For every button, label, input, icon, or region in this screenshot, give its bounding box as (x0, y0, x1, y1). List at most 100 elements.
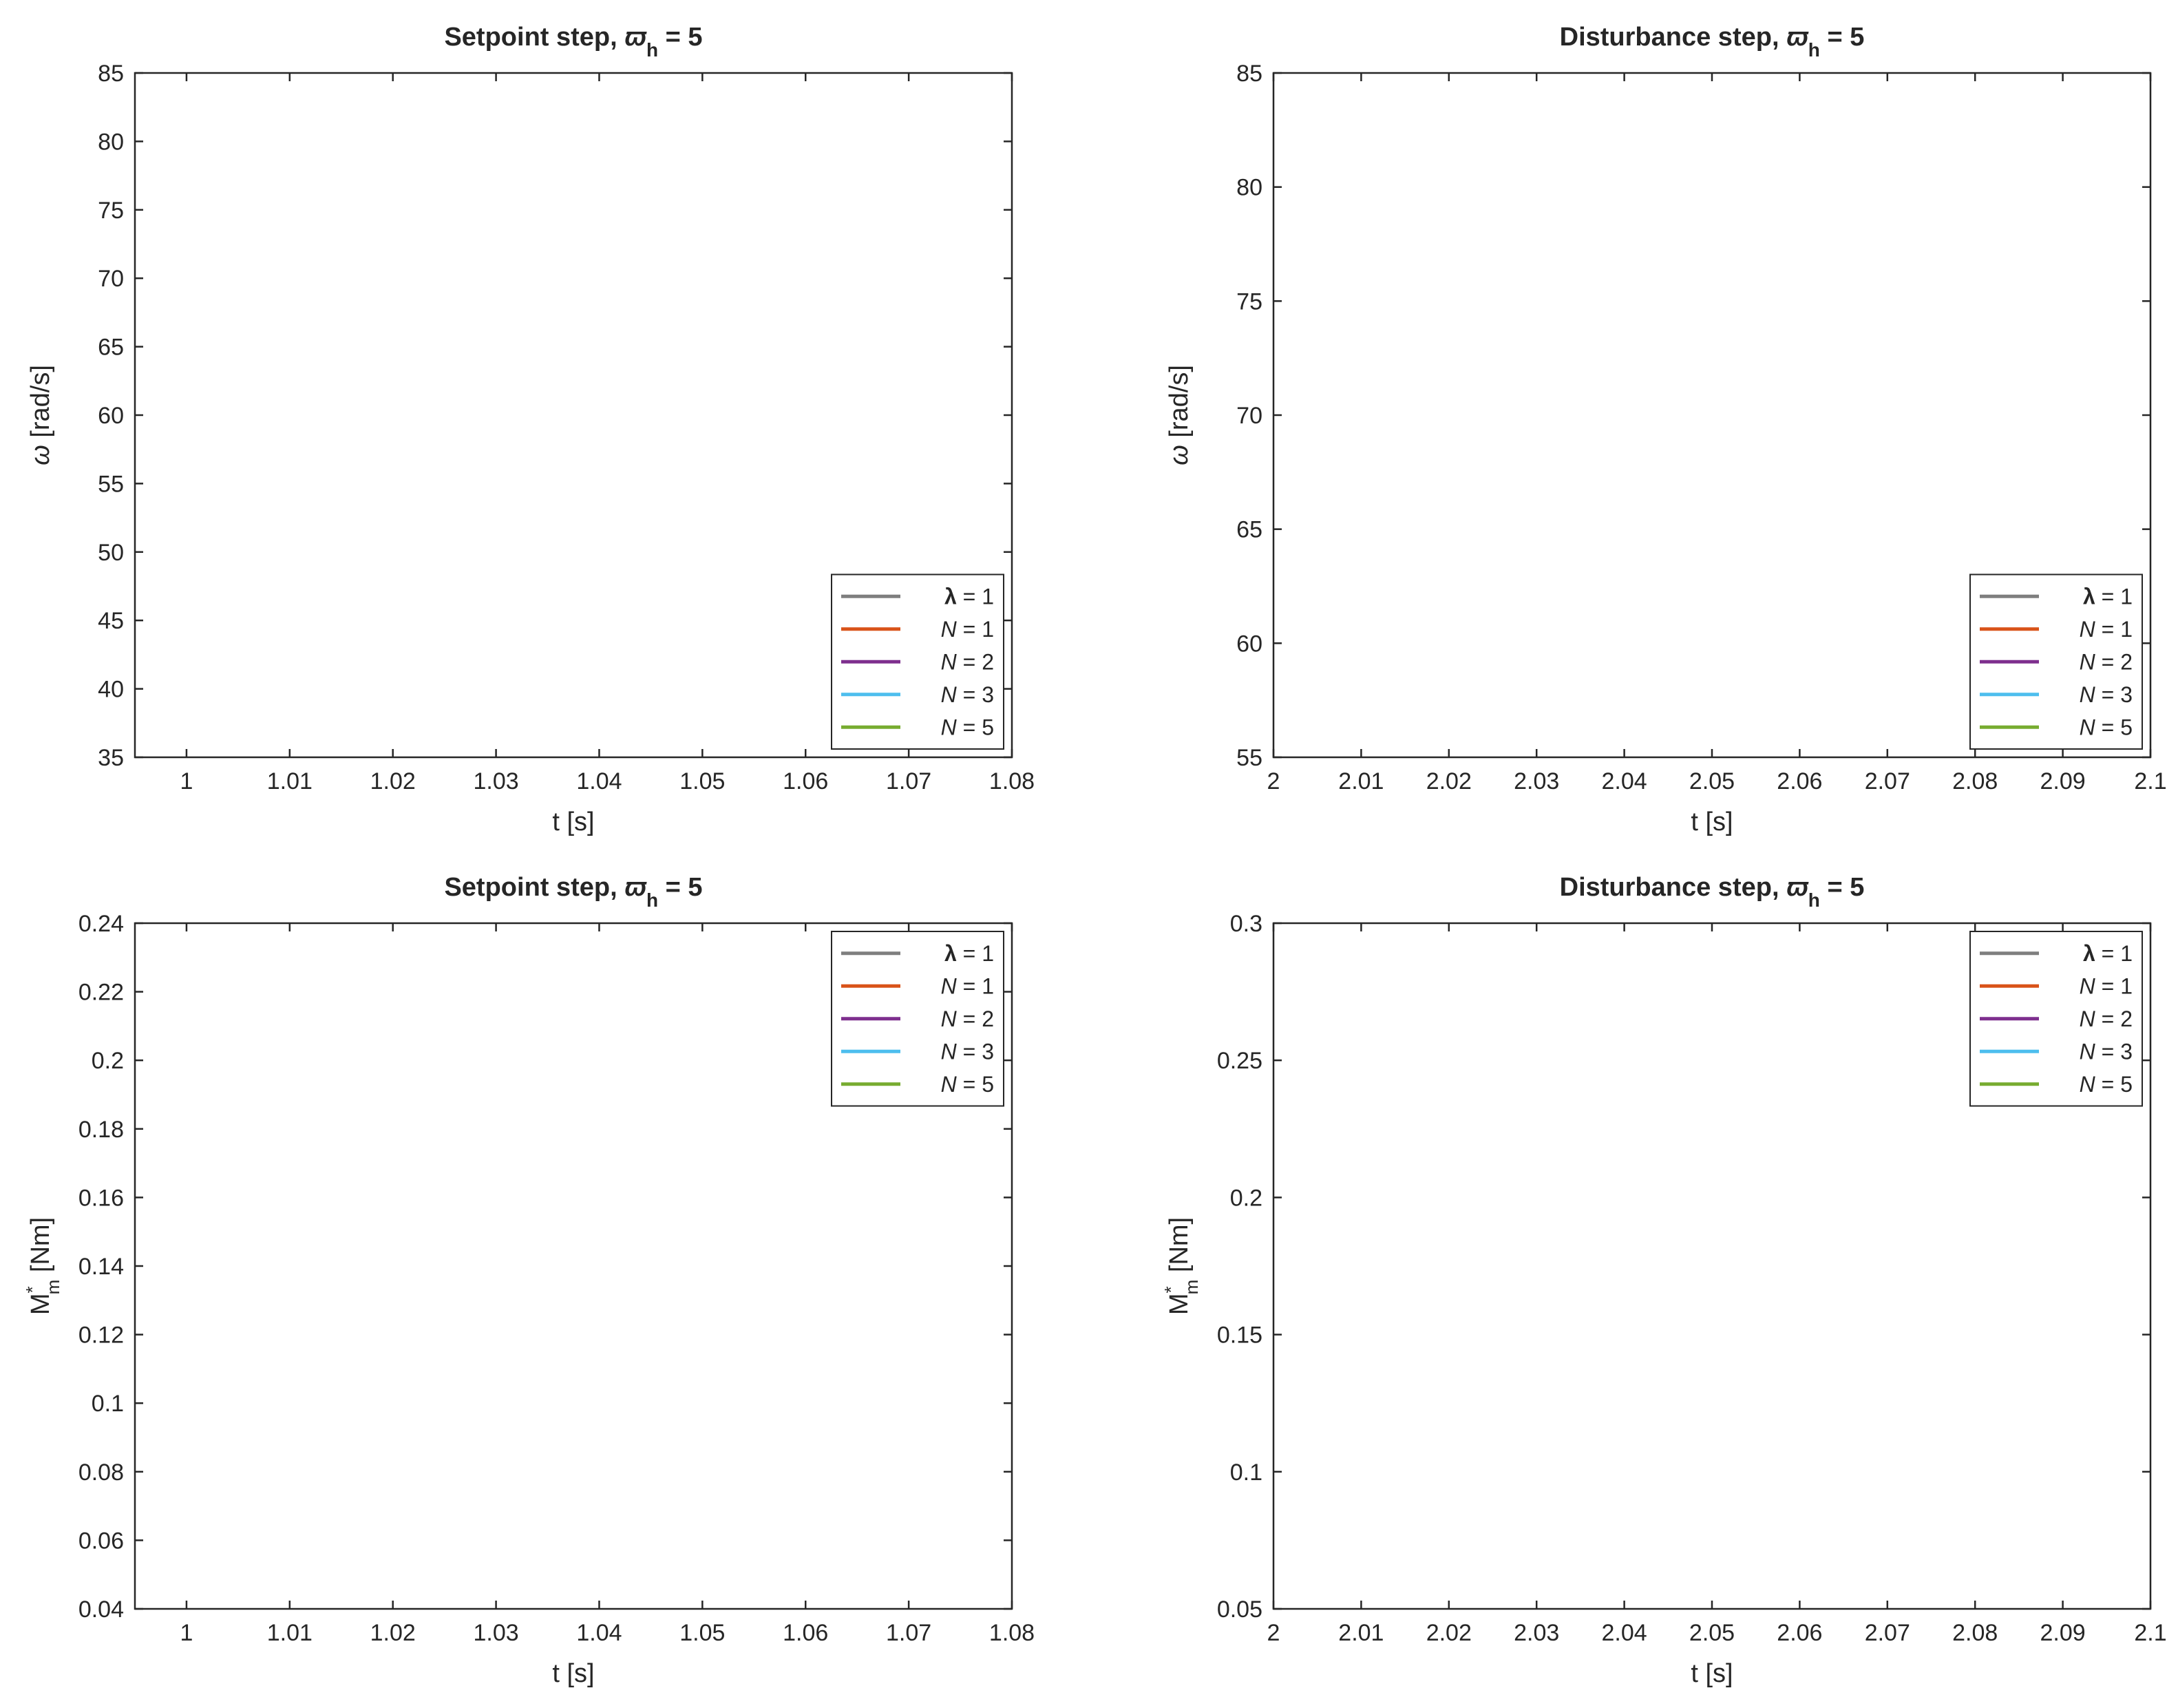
x-tick-label: 1.03 (473, 768, 518, 794)
y-tick-label: 0.2 (92, 1048, 124, 1074)
legend-label: N = 1 (2080, 617, 2133, 642)
chart-title: Disturbance step, ϖh = 5 (1560, 873, 1865, 911)
x-tick-label: 2.05 (1689, 1620, 1735, 1646)
y-tick-label: 50 (98, 540, 124, 566)
legend-label: N = 5 (941, 1072, 994, 1097)
legend: λ = 1 N = 1 N = 2 N = 3 N = 5 (831, 931, 1004, 1107)
y-tick-label: 60 (1236, 631, 1262, 657)
x-axis-label: t [s] (552, 808, 594, 836)
y-tick-label: 0.08 (78, 1459, 124, 1486)
legend-label: N = 2 (941, 1006, 994, 1031)
legend-label: N = 2 (2080, 649, 2133, 674)
legend-label: N = 2 (941, 649, 994, 674)
x-tick-label: 1.08 (989, 1620, 1035, 1646)
y-tick-label: 0.1 (1230, 1459, 1262, 1486)
y-axis-label: ω [rad/s] (1165, 365, 1194, 465)
legend: λ = 1 N = 1 N = 2 N = 3 N = 5 (1969, 573, 2143, 750)
legend-label: N = 3 (2080, 682, 2133, 707)
legend-label: N = 1 (941, 617, 994, 642)
panel-top-left: 1 1.01 1.02 1.03 1.04 1.05 1.06 1.07 1.08 35 40 45 5… (26, 23, 1035, 836)
y-tick-label: 60 (98, 403, 124, 429)
y-tick-label: 65 (98, 335, 124, 361)
x-tick-label: 1.01 (267, 768, 313, 794)
x-tick-label: 1.07 (886, 1620, 931, 1646)
legend: λ = 1 N = 1 N = 2 N = 3 N = 5 (831, 573, 1004, 750)
legend-label: N = 3 (2080, 1039, 2133, 1064)
y-axis-label: M*m [Nm] (1161, 1217, 1202, 1315)
x-tick-label: 2.07 (1865, 1620, 1910, 1646)
legend-label: λ = 1 (944, 941, 994, 966)
x-tick-label: 2.04 (1602, 768, 1647, 794)
y-axis-label: M*m [Nm] (22, 1217, 63, 1315)
y-tick-label: 0.15 (1217, 1322, 1262, 1349)
legend-label: N = 3 (941, 682, 994, 707)
legend-label: N = 5 (941, 715, 994, 739)
y-tick-label: 40 (98, 677, 124, 703)
x-tick-label: 2.01 (1338, 1620, 1384, 1646)
panel-bottom-right: 2 2.01 2.02 2.03 2.04 2.05 2.06 2.07 2.08 2.09 2.1… (1161, 873, 2167, 1688)
x-tick-label: 1.04 (576, 1620, 622, 1646)
x-axis-label: t [s] (1691, 1659, 1733, 1688)
y-tick-label: 35 (98, 745, 124, 771)
y-tick-label: 55 (1236, 745, 1262, 771)
y-tick-label: 65 (1236, 517, 1262, 543)
x-tick-label: 1.02 (370, 768, 416, 794)
x-tick-label: 2.09 (2040, 768, 2086, 794)
legend: λ = 1 N = 1 N = 2 N = 3 N = 5 (1969, 931, 2143, 1107)
x-tick-label: 1.03 (473, 1620, 518, 1646)
x-tick-label: 2.08 (1952, 768, 1998, 794)
y-tick-label: 85 (98, 61, 124, 87)
y-tick-label: 0.25 (1217, 1048, 1262, 1074)
y-tick-label: 75 (1236, 288, 1262, 315)
y-tick-label: 0.3 (1230, 911, 1262, 937)
x-tick-label: 2.05 (1689, 768, 1735, 794)
panel-top-right: 2 2.01 2.02 2.03 2.04 2.05 2.06 2.07 2.08 2.09 2.1… (1165, 23, 2167, 836)
x-tick-label: 2.02 (1426, 768, 1472, 794)
y-tick-label: 80 (98, 129, 124, 155)
y-axis-label: ω [rad/s] (26, 365, 55, 465)
x-tick-label: 1.01 (267, 1620, 313, 1646)
y-tick-label: 70 (98, 266, 124, 292)
y-tick-label: 0.16 (78, 1185, 124, 1211)
y-tick-label: 0.22 (78, 980, 124, 1006)
y-tick-label: 0.05 (1217, 1596, 1262, 1623)
x-tick-label: 2.04 (1602, 1620, 1647, 1646)
x-tick-label: 1.06 (783, 768, 828, 794)
y-tick-label: 0.06 (78, 1528, 124, 1554)
chart-title: Setpoint step, ϖh = 5 (444, 23, 702, 61)
x-tick-label: 2.1 (2134, 768, 2166, 794)
x-tick-label: 1.08 (989, 768, 1035, 794)
x-tick-label: 1 (180, 768, 193, 794)
x-tick-label: 2.03 (1514, 1620, 1559, 1646)
x-axis-label: t [s] (552, 1659, 594, 1688)
x-tick-label: 2 (1267, 768, 1280, 794)
x-tick-label: 2.06 (1777, 768, 1822, 794)
y-tick-label: 45 (98, 608, 124, 634)
legend-label: λ = 1 (2083, 584, 2133, 609)
y-tick-label: 70 (1236, 403, 1262, 429)
y-tick-label: 0.2 (1230, 1185, 1262, 1211)
x-tick-label: 1.04 (576, 768, 622, 794)
x-tick-label: 1.05 (679, 1620, 725, 1646)
x-tick-label: 2.08 (1952, 1620, 1998, 1646)
x-tick-label: 2.07 (1865, 768, 1910, 794)
legend-label: N = 5 (2080, 715, 2133, 739)
x-axis-label: t [s] (1691, 808, 1733, 836)
legend-label: N = 1 (941, 973, 994, 998)
legend-label: N = 3 (941, 1039, 994, 1064)
legend-label: λ = 1 (2083, 941, 2133, 966)
y-tick-label: 85 (1236, 61, 1262, 87)
y-tick-label: 75 (98, 198, 124, 224)
x-tick-label: 1.06 (783, 1620, 828, 1646)
y-tick-label: 0.04 (78, 1596, 124, 1623)
legend-label: N = 5 (2080, 1072, 2133, 1097)
x-tick-label: 1 (180, 1620, 193, 1646)
x-tick-label: 2.01 (1338, 768, 1384, 794)
x-tick-label: 1.05 (679, 768, 725, 794)
y-tick-label: 0.18 (78, 1117, 124, 1143)
y-tick-label: 0.14 (78, 1254, 124, 1280)
x-tick-label: 2.03 (1514, 768, 1559, 794)
x-tick-label: 2.06 (1777, 1620, 1822, 1646)
x-tick-label: 1.02 (370, 1620, 416, 1646)
